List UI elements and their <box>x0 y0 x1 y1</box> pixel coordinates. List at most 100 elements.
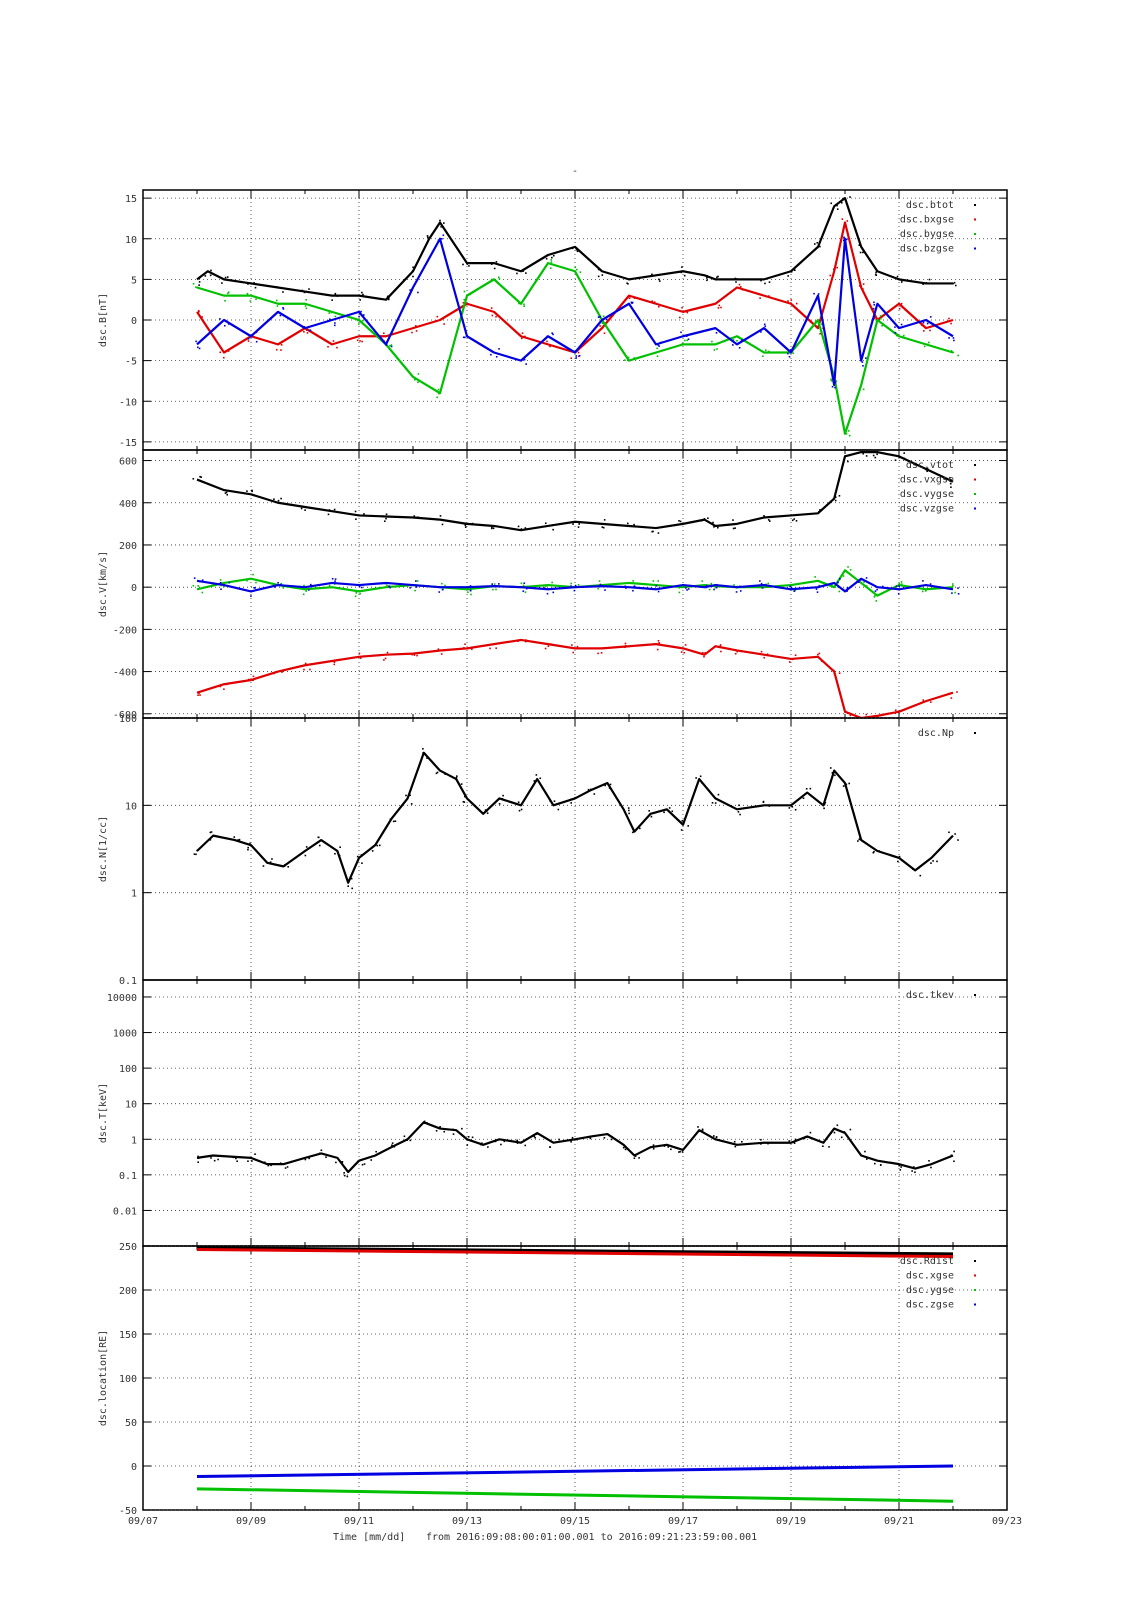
data-point <box>719 331 722 334</box>
data-point <box>355 518 357 520</box>
data-point <box>921 701 924 703</box>
data-point <box>835 380 838 382</box>
y-tick-label: 10 <box>125 235 137 246</box>
data-point <box>426 235 429 237</box>
data-point <box>793 590 796 592</box>
data-point <box>304 662 307 665</box>
y-tick-label: 1 <box>131 889 137 900</box>
data-point <box>789 585 791 588</box>
data-point <box>823 1141 825 1143</box>
data-point <box>444 584 446 587</box>
data-point <box>411 270 414 272</box>
data-point <box>417 373 420 375</box>
data-point <box>389 344 391 347</box>
data-point <box>484 809 487 811</box>
data-point <box>863 581 865 583</box>
data-point <box>571 247 574 250</box>
data-point <box>197 1157 200 1160</box>
data-point <box>765 295 768 298</box>
data-point <box>713 526 715 528</box>
series-trace <box>196 197 953 301</box>
data-point <box>681 1151 684 1153</box>
data-point <box>618 1141 621 1143</box>
data-point <box>557 808 560 811</box>
data-point <box>466 334 468 337</box>
data-point <box>334 324 336 327</box>
data-point <box>859 251 862 254</box>
series-trace <box>196 751 954 884</box>
data-point <box>953 1150 955 1153</box>
data-point <box>651 273 653 276</box>
data-point <box>842 239 845 242</box>
legend-label: dsc.vtot <box>906 460 954 471</box>
y-tick-label: 15 <box>125 194 137 205</box>
data-point <box>860 450 862 451</box>
data-point <box>713 349 716 351</box>
data-point <box>570 802 572 804</box>
data-point <box>198 281 201 283</box>
data-point <box>422 752 424 754</box>
data-point <box>481 1142 483 1145</box>
data-point <box>387 297 390 299</box>
data-point <box>708 588 711 591</box>
data-point <box>354 510 357 513</box>
data-point <box>441 237 443 240</box>
data-point <box>719 330 721 333</box>
data-point <box>361 340 363 343</box>
data-point <box>951 592 953 594</box>
data-point <box>653 1145 656 1148</box>
data-point <box>571 644 573 646</box>
data-point <box>598 580 601 582</box>
data-point <box>520 337 523 340</box>
data-point <box>925 590 927 592</box>
data-point <box>768 281 771 283</box>
data-point <box>610 1138 613 1141</box>
data-point <box>793 518 796 520</box>
data-point <box>587 788 590 791</box>
data-point <box>760 650 763 653</box>
data-point <box>462 263 464 266</box>
data-point <box>524 591 527 593</box>
data-point <box>805 787 808 790</box>
data-point <box>226 276 229 278</box>
data-point <box>818 511 820 513</box>
data-point <box>247 337 250 340</box>
data-point <box>347 885 350 887</box>
data-point <box>577 584 580 586</box>
data-point <box>624 644 627 647</box>
data-point <box>201 591 204 594</box>
y-tick-label: -50 <box>119 1506 137 1517</box>
data-point <box>903 452 905 454</box>
y-tick-label: 1 <box>131 1135 137 1146</box>
data-point <box>858 838 861 841</box>
data-point <box>495 261 498 263</box>
data-point <box>898 307 901 310</box>
data-point <box>678 586 680 589</box>
data-point <box>277 303 280 305</box>
data-point <box>679 520 682 523</box>
data-point <box>601 274 604 276</box>
data-point <box>307 589 310 591</box>
data-point <box>680 829 683 831</box>
data-point <box>410 290 413 292</box>
data-point <box>280 497 282 500</box>
data-point <box>436 396 438 399</box>
data-point <box>926 343 929 346</box>
data-point <box>551 256 553 259</box>
data-point <box>280 582 283 585</box>
data-point <box>703 655 705 658</box>
y-tick-label: 100 <box>119 714 137 725</box>
data-point <box>200 476 203 478</box>
data-point <box>227 291 230 294</box>
data-point <box>520 808 523 811</box>
legend-marker <box>974 1303 976 1306</box>
data-point <box>678 1151 680 1153</box>
panels-group: -15-10-5051015dsc.B[nT]dsc.btotdsc.bxgse… <box>98 189 1008 1517</box>
data-point <box>902 334 905 337</box>
data-point <box>480 1143 482 1146</box>
data-point <box>490 353 492 356</box>
data-point <box>834 496 837 498</box>
data-point <box>443 323 445 325</box>
data-point <box>914 1171 916 1174</box>
data-point <box>300 507 303 510</box>
